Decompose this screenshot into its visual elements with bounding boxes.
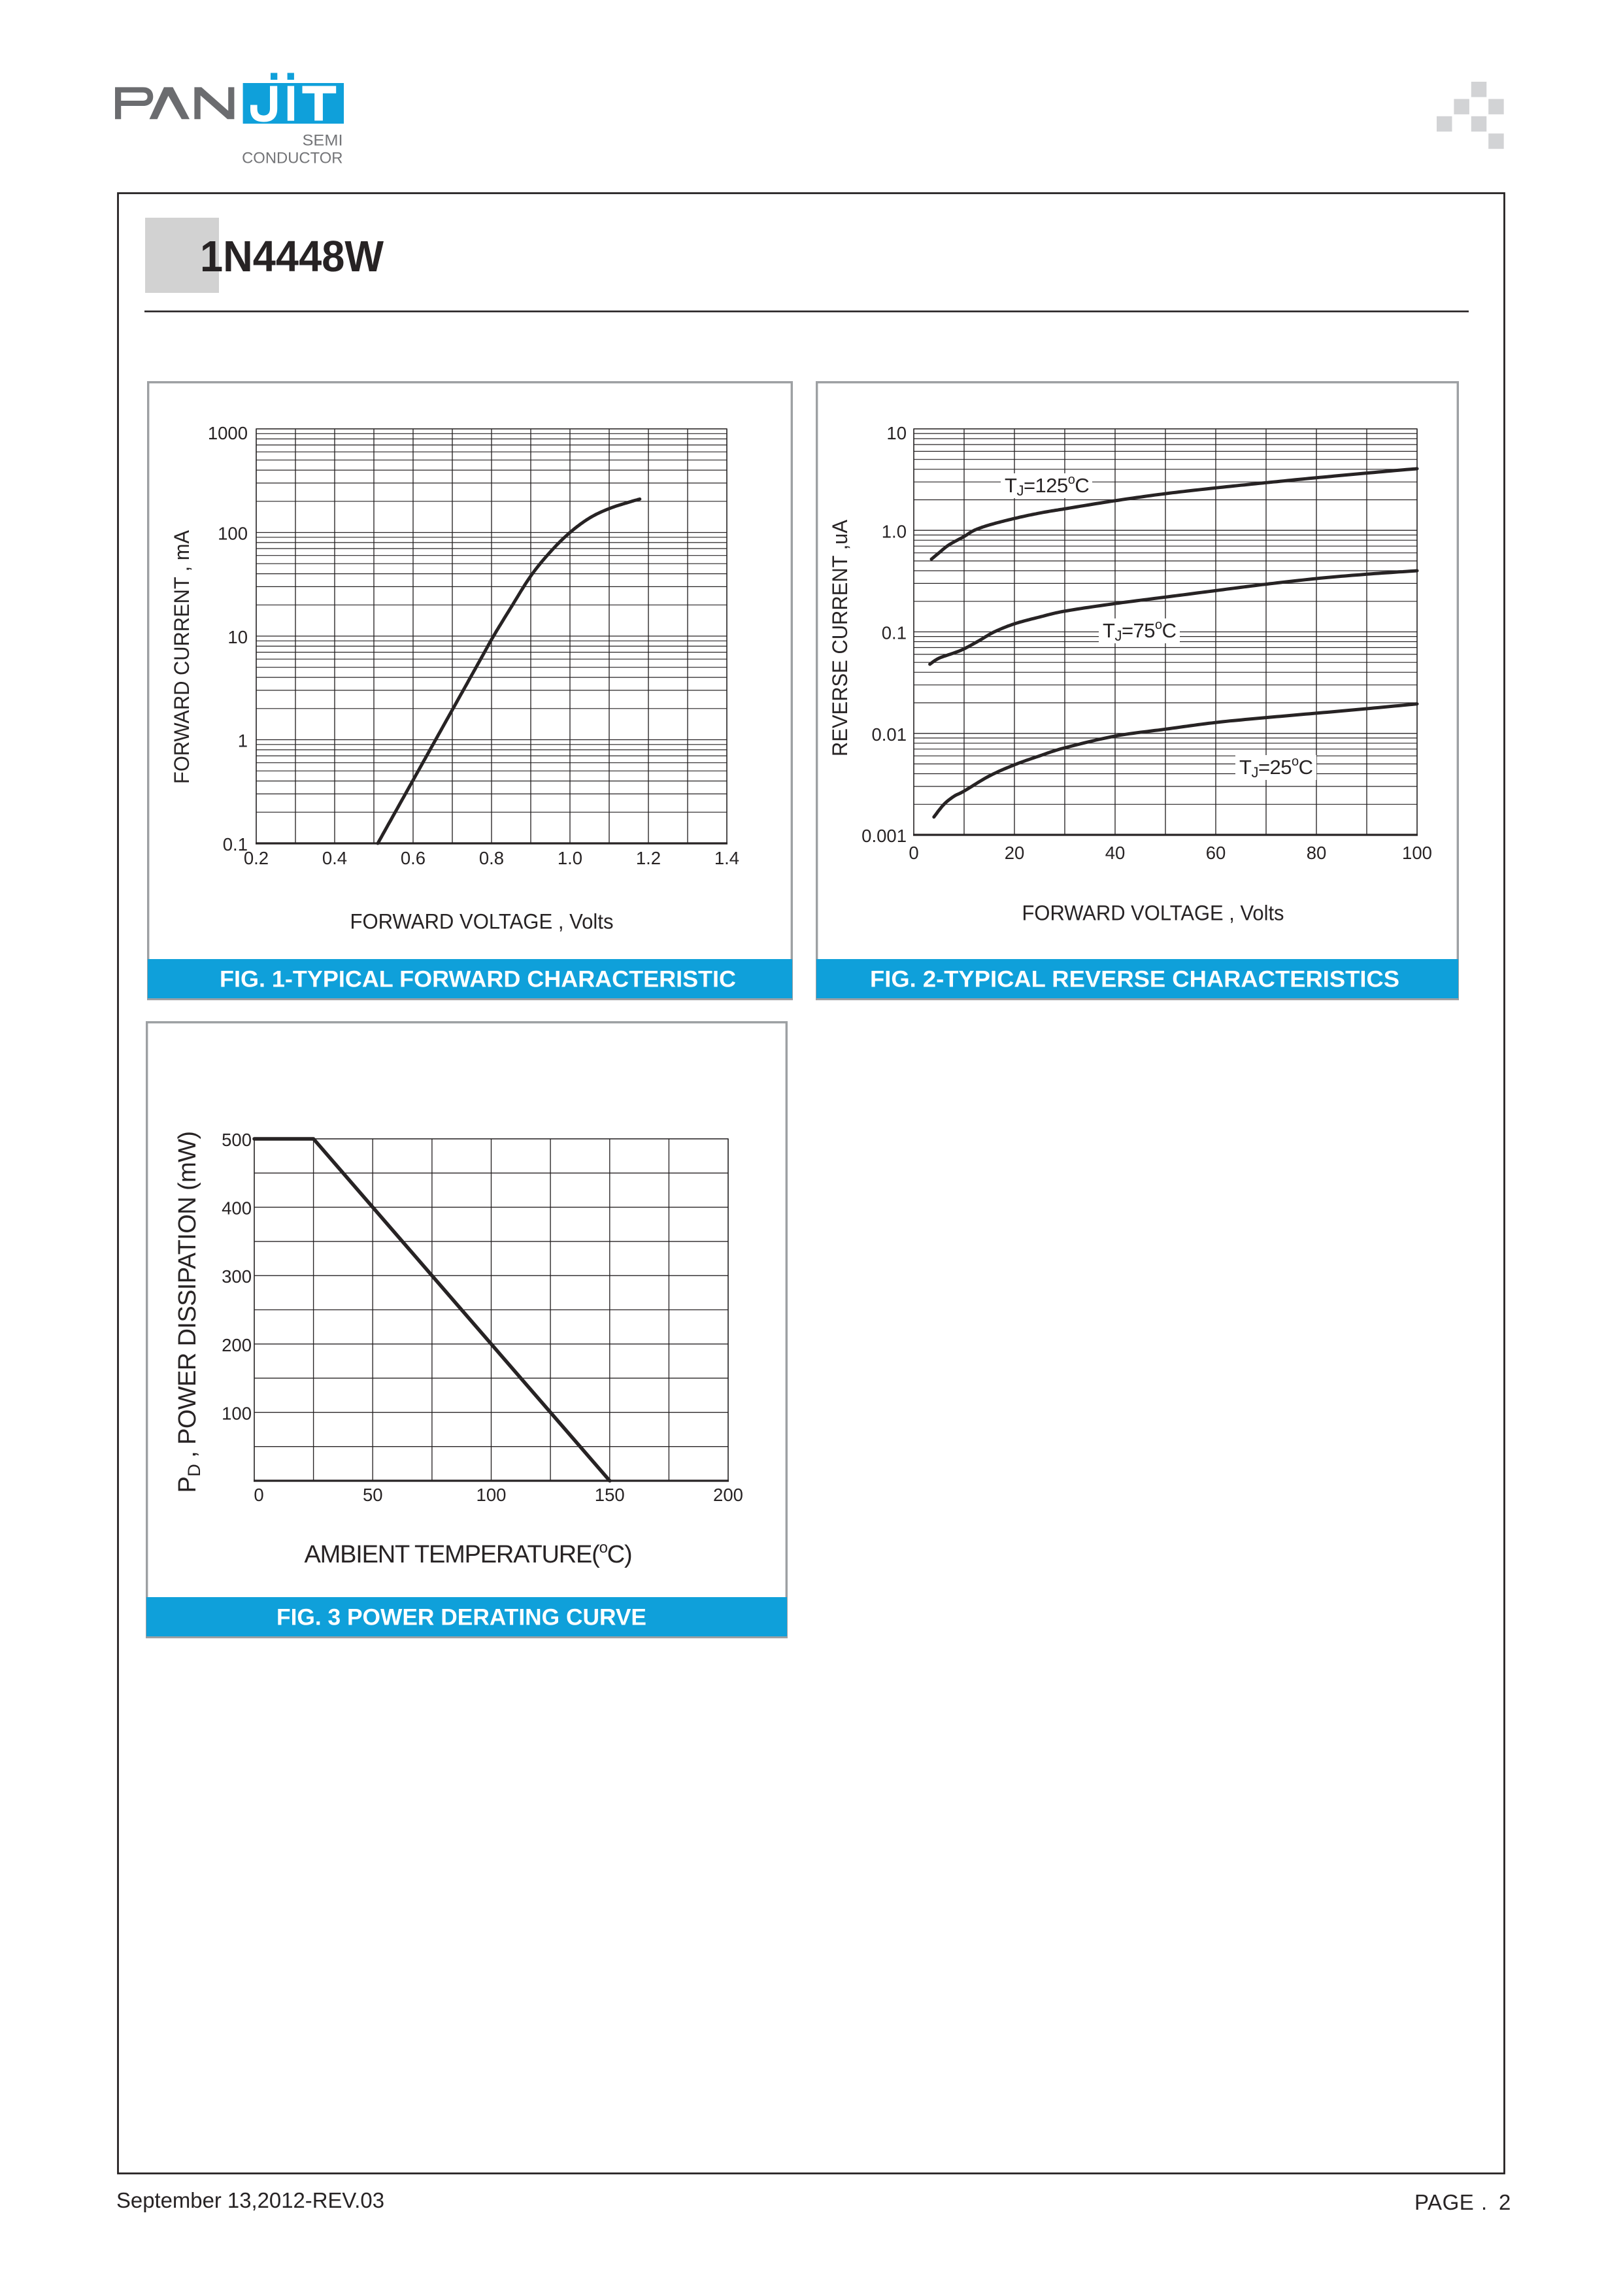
svg-text:FORWARD CURRENT , mA: FORWARD CURRENT , mA: [170, 530, 193, 784]
svg-text:500: 500: [222, 1130, 252, 1150]
svg-text:200: 200: [713, 1485, 743, 1505]
svg-text:FIG. 1-TYPICAL FORWARD CHARACT: FIG. 1-TYPICAL FORWARD CHARACTERISTIC: [220, 967, 736, 992]
svg-text:1.0: 1.0: [882, 521, 907, 541]
svg-text:0.01: 0.01: [871, 724, 907, 745]
svg-text:100: 100: [1402, 843, 1432, 863]
svg-text:0.6: 0.6: [401, 848, 426, 868]
svg-text:50: 50: [363, 1485, 383, 1505]
svg-text:FIG. 3 POWER DERATING CURVE: FIG. 3 POWER DERATING CURVE: [276, 1605, 646, 1630]
svg-text:1.2: 1.2: [636, 848, 661, 868]
svg-text:300: 300: [222, 1266, 252, 1287]
svg-text:100: 100: [222, 1403, 252, 1423]
svg-text:.: .: [1481, 2190, 1487, 2214]
svg-text:0.2: 0.2: [244, 848, 269, 868]
svg-text:20: 20: [1005, 843, 1025, 863]
svg-text:0: 0: [254, 1485, 263, 1505]
svg-text:FIG. 2-TYPICAL REVERSE CHARACT: FIG. 2-TYPICAL REVERSE CHARACTERISTICS: [870, 967, 1399, 992]
svg-text:1.0: 1.0: [558, 848, 582, 868]
svg-text:0.8: 0.8: [479, 848, 504, 868]
svg-text:1.4: 1.4: [714, 848, 739, 868]
svg-text:PD , POWER DISSIPATION (mW): PD , POWER DISSIPATION (mW): [174, 1132, 204, 1493]
svg-text:TJ=25oC: TJ=25oC: [1239, 754, 1313, 781]
svg-text:PAGE: PAGE: [1414, 2190, 1474, 2214]
svg-text:0.4: 0.4: [322, 848, 347, 868]
svg-text:FORWARD VOLTAGE , Volts: FORWARD VOLTAGE , Volts: [1022, 902, 1284, 925]
svg-text:80: 80: [1307, 843, 1327, 863]
svg-text:2: 2: [1499, 2190, 1511, 2214]
svg-text:60: 60: [1206, 843, 1226, 863]
svg-text:400: 400: [222, 1198, 252, 1219]
svg-text:SEMI: SEMI: [303, 131, 343, 149]
svg-text:200: 200: [222, 1335, 252, 1355]
svg-text:100: 100: [218, 524, 248, 544]
svg-text:10: 10: [886, 423, 907, 443]
svg-text:40: 40: [1105, 843, 1126, 863]
svg-text:FORWARD VOLTAGE , Volts: FORWARD VOLTAGE , Volts: [350, 910, 614, 934]
svg-text:0.001: 0.001: [861, 826, 907, 846]
svg-text:0.1: 0.1: [882, 623, 907, 643]
svg-text:September 13,2012-REV.03: September 13,2012-REV.03: [116, 2188, 384, 2212]
svg-text:1N4448W: 1N4448W: [200, 232, 384, 281]
svg-text:0: 0: [909, 843, 918, 863]
svg-text:0.1: 0.1: [223, 834, 248, 854]
svg-text:1000: 1000: [208, 423, 248, 443]
svg-text:TJ=75oC: TJ=75oC: [1103, 618, 1177, 644]
svg-text:REVERSE CURRENT ,uA: REVERSE CURRENT ,uA: [828, 519, 852, 756]
svg-text:1: 1: [238, 731, 248, 751]
svg-text:100: 100: [476, 1485, 507, 1505]
svg-text:10: 10: [227, 627, 248, 647]
svg-text:CONDUCTOR: CONDUCTOR: [242, 149, 343, 167]
svg-text:AMBIENT TEMPERATURE(oC): AMBIENT TEMPERATURE(oC): [305, 1539, 632, 1568]
svg-text:150: 150: [595, 1485, 625, 1505]
